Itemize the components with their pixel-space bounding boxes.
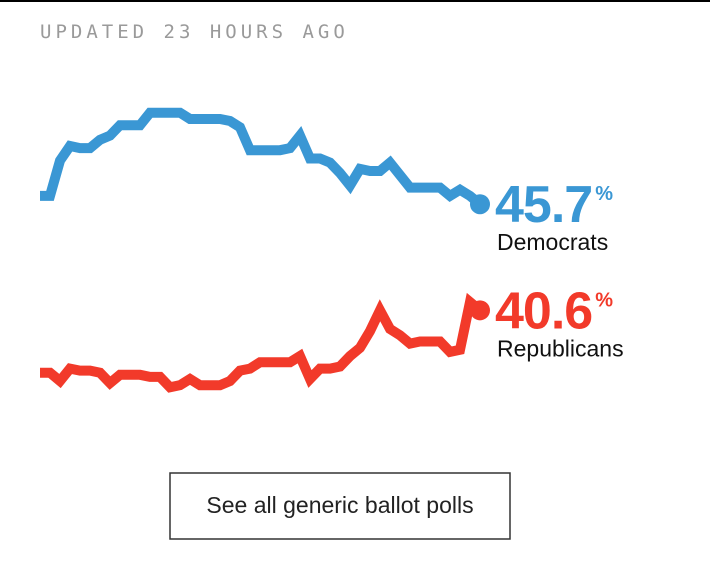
value-unit: % <box>595 183 613 205</box>
button-label[interactable]: See all generic ballot polls <box>206 492 473 518</box>
value-number: 40.6 <box>495 282 592 340</box>
value-unit: % <box>595 289 613 311</box>
legend-label: Democrats <box>497 229 608 255</box>
legend-label: Republicans <box>497 335 624 361</box>
value-label: 45.7% <box>495 176 613 234</box>
end-dot <box>470 194 490 215</box>
button-box[interactable] <box>169 472 511 540</box>
updated-label: UPDATED 23 HOURS AGO <box>40 21 349 43</box>
series-line <box>40 292 484 393</box>
value-label: 40.6% <box>495 282 613 340</box>
end-dot <box>470 300 490 321</box>
series-line <box>40 107 484 209</box>
button[interactable]: See all generic ballot polls <box>169 472 511 540</box>
value-number: 45.7 <box>495 176 592 234</box>
